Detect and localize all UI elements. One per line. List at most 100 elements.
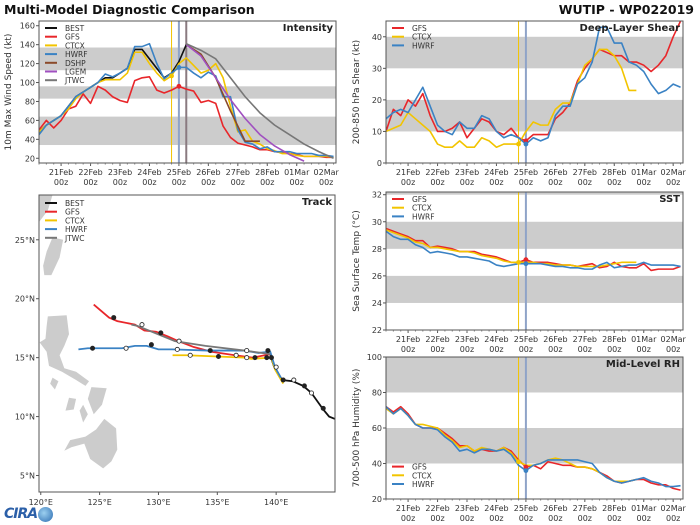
track-marker xyxy=(187,352,193,358)
legend-label-lgem: LGEM xyxy=(65,68,86,77)
axes-frame xyxy=(38,20,337,164)
x-tick-label-date: 27Feb xyxy=(573,335,597,344)
x-tick-label-date: 25Feb xyxy=(514,168,538,177)
track-marker xyxy=(244,355,250,361)
legend-label-best: BEST xyxy=(65,199,85,208)
x-tick-label-hour: 00z xyxy=(607,345,621,354)
x-tick-label-date: 02Mar xyxy=(661,335,687,344)
y-axis-label: 10m Max Wind Speed (kt) xyxy=(4,34,14,151)
x-tick-label-hour: 00z xyxy=(578,345,592,354)
x-tick-label-date: 02Mar xyxy=(314,168,340,177)
x-tick-label-date: 26Feb xyxy=(196,168,220,177)
axes-frame xyxy=(385,191,684,331)
x-tick-label-hour: 00z xyxy=(460,178,474,187)
init-marker-hwrf xyxy=(523,468,529,473)
x-tick-label-date: 22Feb xyxy=(425,335,449,344)
y-tick-label: 40 xyxy=(372,33,382,42)
y-tick-label: 10 xyxy=(372,127,382,136)
y-tick-label: 30 xyxy=(372,64,382,73)
x-tick-label-hour: 00z xyxy=(430,514,444,523)
series-line-ctcx xyxy=(386,407,637,483)
track-plot-area xyxy=(39,195,335,469)
intensity-chart: 2040608010012014016021Feb00z22Feb00z23Fe… xyxy=(4,20,340,187)
panel-title: Track xyxy=(302,197,332,208)
x-tick-label-date: 01Mar xyxy=(631,335,657,344)
track-marker xyxy=(244,348,250,354)
init-marker-ctcx xyxy=(516,259,521,265)
track-marker xyxy=(215,353,221,359)
x-tick-label-date: 23Feb xyxy=(455,335,479,344)
y-tick-label: 5°N xyxy=(20,472,35,481)
x-tick-label-date: 21Feb xyxy=(49,168,73,177)
y-tick-label: 20 xyxy=(372,96,382,105)
x-tick-label-hour: 00z xyxy=(607,514,621,523)
x-tick-label-hour: 00z xyxy=(489,345,503,354)
x-tick-label-hour: 00z xyxy=(460,514,474,523)
y-tick-label: 30 xyxy=(372,218,382,227)
x-tick-label-hour: 00z xyxy=(666,514,680,523)
x-tick-label-date: 26Feb xyxy=(543,335,567,344)
x-tick-label-hour: 00z xyxy=(401,345,415,354)
gray-band xyxy=(386,192,683,195)
legend-label-ctcx: CTCX xyxy=(65,216,85,225)
legend-label-best: BEST xyxy=(65,24,85,33)
track-marker xyxy=(301,383,307,389)
series-line-ctcx xyxy=(386,229,637,268)
land-mass xyxy=(79,404,88,423)
x-tick-label: 120°E xyxy=(29,498,53,507)
y-tick-label: 80 xyxy=(372,389,382,398)
y-axis-label: Sea Surface Temp (°C) xyxy=(352,210,362,311)
track-marker xyxy=(111,315,117,321)
x-tick-label-hour: 00z xyxy=(290,178,304,187)
sst-chart: 22242628303221Feb00z22Feb00z23Feb00z24Fe… xyxy=(352,191,687,354)
x-tick-label-date: 28Feb xyxy=(602,168,626,177)
x-tick-label-hour: 00z xyxy=(401,178,415,187)
init-marker-ctcx xyxy=(516,141,521,147)
x-tick-label-hour: 00z xyxy=(460,345,474,354)
gray-band xyxy=(39,86,336,99)
legend-label-ctcx: CTCX xyxy=(412,33,432,42)
legend-label-gfs: GFS xyxy=(65,33,80,42)
shear-plot-area xyxy=(386,21,683,163)
y-tick-label: 20 xyxy=(372,495,382,504)
y-tick-label: 100 xyxy=(367,353,382,362)
x-tick-label-hour: 00z xyxy=(489,178,503,187)
x-tick-label-date: 27Feb xyxy=(573,168,597,177)
gray-band xyxy=(386,221,683,249)
sst-plot-area xyxy=(386,192,683,330)
x-tick-label-date: 01Mar xyxy=(631,168,657,177)
legend-label-ctcx: CTCX xyxy=(412,204,432,213)
land-mass xyxy=(39,315,90,386)
track-chart: 5°N 10°N 15°N 20°N 25°N 120°E 125°E 130°E 135°E 1… xyxy=(15,194,336,507)
x-tick-label-hour: 00z xyxy=(172,178,186,187)
x-tick-label-date: 24Feb xyxy=(484,168,508,177)
gray-band xyxy=(386,275,683,303)
x-tick-label-hour: 00z xyxy=(401,514,415,523)
track-marker xyxy=(268,355,274,361)
x-tick-label-hour: 00z xyxy=(519,514,533,523)
panel-title: Mid-Level RH xyxy=(606,359,680,370)
y-tick-label: 20°N xyxy=(15,295,35,304)
track-marker xyxy=(320,405,326,411)
panel-title: SST xyxy=(659,194,680,205)
x-tick-label-date: 22Feb xyxy=(425,168,449,177)
y-tick-label: 26 xyxy=(372,272,382,281)
panel-title: Deep-Layer Shear xyxy=(580,23,681,34)
x-tick-label-hour: 00z xyxy=(666,178,680,187)
y-tick-label: 60 xyxy=(372,424,382,433)
land-mass xyxy=(64,418,118,469)
gray-band xyxy=(386,357,683,393)
x-tick-label-hour: 00z xyxy=(637,514,651,523)
land-mass xyxy=(65,397,77,411)
track-marker xyxy=(308,390,314,396)
x-tick-label-date: 21Feb xyxy=(396,335,420,344)
shear-chart: 01020304021Feb00z22Feb00z23Feb00z24Feb00… xyxy=(352,20,687,187)
legend-label-dshp: DSHP xyxy=(65,59,86,68)
init-marker-gfs xyxy=(523,257,529,263)
y-tick-label: 15°N xyxy=(15,354,35,363)
panel-title: Intensity xyxy=(283,23,334,34)
x-tick-label-hour: 00z xyxy=(578,178,592,187)
x-tick-label-date: 22Feb xyxy=(425,504,449,513)
x-tick-label-hour: 00z xyxy=(519,178,533,187)
